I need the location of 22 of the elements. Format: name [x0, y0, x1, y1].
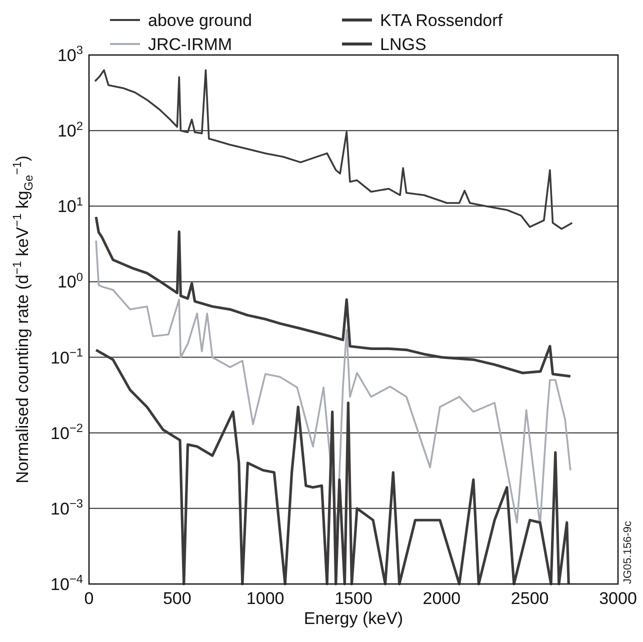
text: JG05.156-9c [622, 520, 634, 584]
x-tick-label: 1000 [246, 589, 284, 608]
y-tick-label: 10$^{1}$ [57, 194, 84, 216]
x-axis-title: Energy (keV) [304, 609, 404, 628]
y-tick-label: 10$^{0}$ [57, 270, 84, 292]
y-tick-label: 10$^{−1}$ [50, 345, 84, 368]
legend-label: JRC-IRMM [148, 35, 232, 54]
y-tick-label: 10$^{2}$ [57, 118, 84, 141]
line-series [95, 240, 572, 534]
y-tick-label: 10$^{−2}$ [50, 421, 84, 443]
x-tick-label: 2500 [510, 589, 549, 608]
x-tick-label: 2000 [422, 589, 461, 608]
x-tick-label: 1500 [334, 589, 372, 608]
x-tick-label: 0 [84, 589, 94, 608]
legend-label: LNGS [380, 35, 426, 54]
x-tick-label: 3000 [599, 589, 637, 608]
x-tick-label: 500 [162, 589, 192, 608]
y-tick-label: 10$^{3}$ [57, 43, 84, 65]
y-tick-label: 10$^{−4}$ [50, 572, 84, 594]
legend-label: above ground [148, 11, 252, 30]
y-tick-label: 10$^{−3}$ [50, 496, 84, 518]
legend-label: KTA Rossendorf [380, 11, 503, 30]
